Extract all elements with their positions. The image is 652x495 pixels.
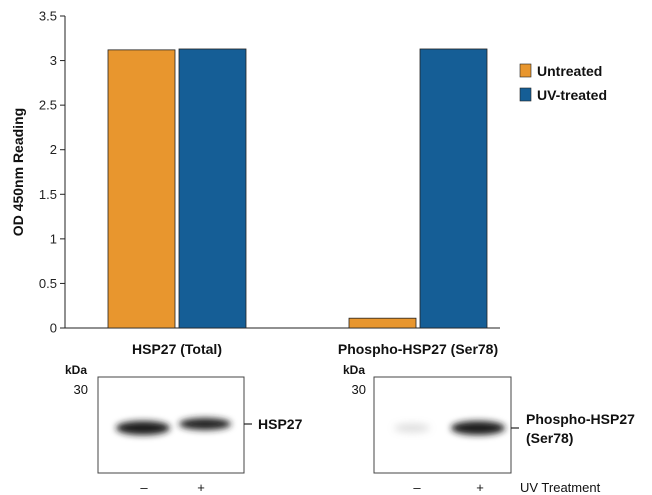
blot-right-band-label-line1: Phospho-HSP27 [526,411,635,427]
blot-left-marker: 30 [74,382,88,397]
blot-left: kDa 30 HSP27 – + [65,363,303,495]
blot-left-lane-minus: – [140,480,148,495]
treatment-label: UV Treatment [520,480,601,495]
blot-left-band-uv [179,418,231,430]
legend-swatch [519,87,532,102]
legend-swatch [519,63,532,78]
blot-left-band-untreated [116,421,170,435]
y-ticks: 0 0.5 1 1.5 2 2.5 3 3.5 [39,9,65,336]
category-label: Phospho-HSP27 (Ser78) [338,341,498,357]
legend: Untreated UV-treated [519,63,607,103]
y-tick-label: 1 [50,231,57,246]
legend-label: Untreated [537,63,602,79]
bar-uv-treated-0 [178,48,247,329]
blot-left-kda-label: kDa [65,363,87,377]
blot-right-lane-plus: + [476,480,484,495]
legend-label: UV-treated [537,87,607,103]
y-tick-label: 1.5 [39,187,57,202]
blot-right-band-label-line2: (Ser78) [526,430,573,446]
blot-right-band-uv [451,421,505,435]
blot-right-kda-label: kDa [343,363,365,377]
y-tick-label: 3 [50,53,57,68]
bar-untreated-1 [348,317,417,329]
blot-left-band-label: HSP27 [258,416,303,432]
y-tick-label: 3.5 [39,9,57,24]
y-axis-label: OD 450nm Reading [10,108,26,236]
blot-right-marker: 30 [352,382,366,397]
category-label: HSP27 (Total) [132,341,222,357]
y-tick-label: 0 [50,321,57,336]
bar-untreated-0 [107,49,176,329]
bar-uv-treated-1 [419,48,488,329]
blot-left-lane-plus: + [197,480,205,495]
y-tick-label: 2 [50,142,57,157]
blot-right-lane-minus: – [413,480,421,495]
y-tick-label: 2.5 [39,98,57,113]
bars [107,48,488,329]
blot-right: kDa 30 Phospho-HSP27 (Ser78) – + UV Trea… [343,363,635,495]
y-tick-label: 0.5 [39,276,57,291]
category-labels: HSP27 (Total) Phospho-HSP27 (Ser78) [132,341,498,357]
blot-right-band-untreated [394,424,430,432]
